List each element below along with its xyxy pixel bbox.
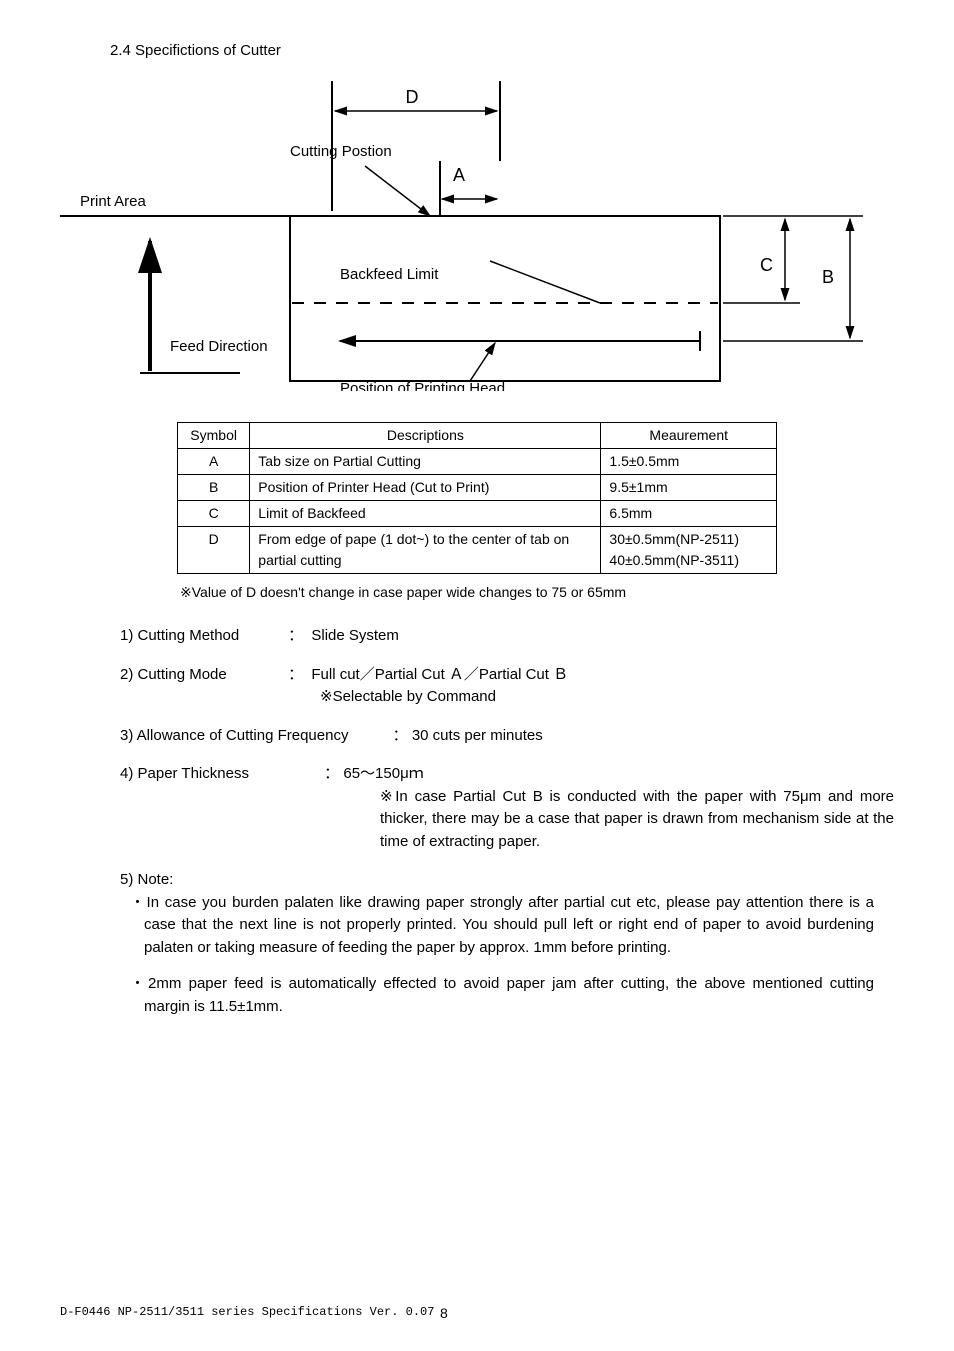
- item-value: 65～150μｍ: [343, 765, 423, 782]
- dim-a: A: [453, 165, 465, 185]
- col-descriptions: Descriptions: [250, 423, 601, 449]
- colon: ：: [324, 765, 339, 782]
- notes-section: 5) Note: ・In case you burden palaten lik…: [120, 869, 894, 1018]
- cell: From edge of pape (1 dot~) to the center…: [250, 527, 601, 574]
- diagram-svg: D Cutting Postion A Print Area Backfeed …: [60, 81, 894, 391]
- item-sub: ※Selectable by Command: [320, 686, 894, 709]
- page-footer: D-F0446 NP-2511/3511 series Specificatio…: [60, 1303, 434, 1321]
- feed-direction-label: Feed Direction: [170, 338, 268, 355]
- note-item: ・2mm paper feed is automatically effecte…: [144, 973, 894, 1018]
- col-symbol: Symbol: [178, 423, 250, 449]
- table-row: C Limit of Backfeed 6.5mm: [178, 501, 777, 527]
- cell: Limit of Backfeed: [250, 501, 601, 527]
- item-label: 4) Paper Thickness: [120, 763, 280, 786]
- item-value: Slide System: [311, 627, 399, 644]
- item-cutting-method: 1) Cutting Method ： Slide System: [120, 625, 894, 648]
- item-cutting-mode: 2) Cutting Mode ： Full cut／Partial Cut Ａ…: [120, 664, 894, 709]
- dim-b: B: [822, 267, 834, 287]
- cell: 6.5mm: [601, 501, 777, 527]
- note-heading: 5) Note:: [120, 869, 894, 892]
- table-row: A Tab size on Partial Cutting 1.5±0.5mm: [178, 449, 777, 475]
- cutting-position-label: Cutting Postion: [290, 143, 392, 160]
- page-number: 8: [440, 1303, 448, 1324]
- table-note: ※Value of D doesn't change in case paper…: [180, 582, 894, 603]
- print-area-label: Print Area: [80, 193, 147, 210]
- printing-head-label: Position of Printing Head: [340, 380, 505, 391]
- item-cutting-frequency: 3) Allowance of Cutting Frequency ： 30 c…: [120, 725, 894, 748]
- dim-c: C: [760, 255, 773, 275]
- table-row: B Position of Printer Head (Cut to Print…: [178, 475, 777, 501]
- colon: ：: [288, 627, 303, 644]
- cell: 1.5±0.5mm: [601, 449, 777, 475]
- cell: Tab size on Partial Cutting: [250, 449, 601, 475]
- cutter-diagram: D Cutting Postion A Print Area Backfeed …: [60, 81, 894, 399]
- cell: 9.5±1mm: [601, 475, 777, 501]
- cell: C: [178, 501, 250, 527]
- section-title: 2.4 Specifictions of Cutter: [110, 40, 894, 63]
- footer-left: D-F0446 NP-2511/3511 series Specificatio…: [60, 1305, 434, 1319]
- colon: ：: [393, 727, 408, 744]
- cell: B: [178, 475, 250, 501]
- cell: D: [178, 527, 250, 574]
- item-label: 1) Cutting Method: [120, 625, 280, 648]
- item-value: Full cut／Partial Cut Ａ／Partial Cut Ｂ: [311, 666, 568, 683]
- cell: 30±0.5mm(NP-2511) 40±0.5mm(NP-3511): [601, 527, 777, 574]
- dim-d: D: [406, 87, 419, 107]
- col-measurement: Meaurement: [601, 423, 777, 449]
- table-row: D From edge of pape (1 dot~) to the cent…: [178, 527, 777, 574]
- item-body: ※In case Partial Cut B is conducted with…: [380, 786, 894, 854]
- colon: ：: [288, 666, 303, 683]
- table-header-row: Symbol Descriptions Meaurement: [178, 423, 777, 449]
- cell: A: [178, 449, 250, 475]
- item-paper-thickness: 4) Paper Thickness ： 65～150μｍ ※In case P…: [120, 763, 894, 853]
- spec-table: Symbol Descriptions Meaurement A Tab siz…: [177, 422, 777, 574]
- cell: Position of Printer Head (Cut to Print): [250, 475, 601, 501]
- item-label: 2) Cutting Mode: [120, 664, 280, 687]
- backfeed-limit-label: Backfeed Limit: [340, 266, 439, 283]
- item-label: 3) Allowance of Cutting Frequency: [120, 727, 348, 744]
- note-item: ・In case you burden palaten like drawing…: [144, 892, 894, 960]
- item-value: 30 cuts per minutes: [412, 727, 543, 744]
